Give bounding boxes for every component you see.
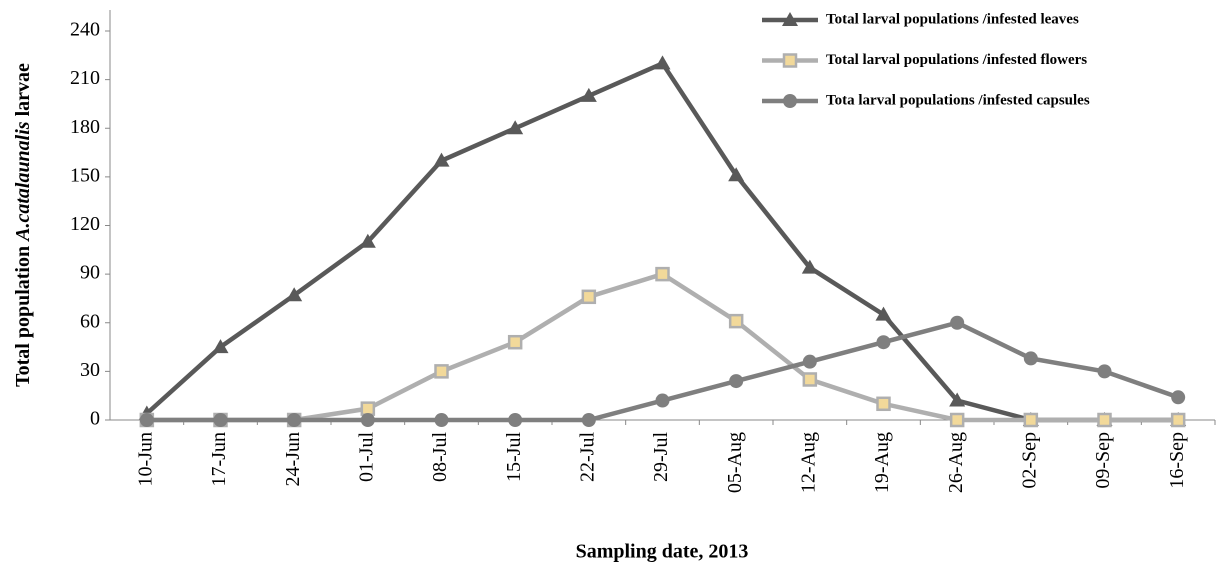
x-tick-label: 09-Sep	[1092, 432, 1114, 489]
y-tick-label: 150	[70, 164, 100, 186]
x-tick-label: 29-Jul	[650, 432, 672, 482]
marker	[213, 413, 228, 427]
marker	[507, 120, 524, 135]
marker	[875, 306, 892, 321]
series-line	[145, 60, 1179, 423]
marker	[286, 287, 303, 302]
y-tick-label: 240	[70, 19, 100, 41]
marker	[1097, 364, 1112, 379]
x-tick-label: 17-Jun	[208, 432, 230, 486]
x-tick-label: 22-Jul	[576, 432, 598, 482]
legend-label: Total larval populations /infested leave…	[826, 11, 1079, 27]
marker	[507, 334, 523, 350]
marker	[508, 413, 523, 427]
y-tick-label: 60	[80, 310, 100, 332]
marker	[139, 413, 154, 427]
x-tick-label: 16-Sep	[1166, 432, 1188, 489]
marker	[801, 259, 818, 274]
marker	[949, 412, 965, 428]
marker	[654, 55, 671, 70]
marker	[655, 266, 670, 282]
marker	[359, 233, 376, 248]
marker	[782, 12, 798, 26]
marker	[581, 289, 597, 305]
x-tick-label: 08-Jul	[429, 432, 451, 482]
y-tick-label: 180	[70, 116, 100, 138]
marker	[655, 393, 670, 408]
y-label-part: larvae	[12, 63, 34, 121]
x-tick-label: 10-Jun	[134, 432, 156, 486]
marker	[783, 94, 797, 108]
y-tick-label: 210	[70, 67, 100, 89]
marker	[729, 374, 744, 389]
y-axis-label: Total population A.catalaunalis larvae	[12, 63, 34, 387]
marker	[581, 413, 596, 427]
marker	[360, 401, 376, 416]
marker	[949, 392, 966, 407]
marker	[360, 413, 375, 427]
marker	[1023, 351, 1038, 366]
marker	[212, 339, 229, 354]
x-tick-label: 02-Sep	[1018, 432, 1040, 489]
marker	[1171, 390, 1186, 405]
marker	[802, 372, 818, 387]
x-tick-label: 12-Aug	[797, 432, 819, 493]
marker	[1023, 412, 1039, 428]
marker	[580, 87, 597, 102]
marker	[434, 364, 449, 379]
marker	[728, 313, 744, 329]
y-tick-label: 0	[90, 408, 100, 430]
marker	[782, 53, 798, 68]
y-tick-label: 90	[80, 262, 100, 284]
y-label-part: A.catalaunalis	[12, 121, 34, 243]
marker	[950, 315, 965, 330]
x-tick-label: 19-Aug	[871, 432, 893, 493]
y-label-part: Total population	[12, 241, 34, 387]
marker	[802, 354, 817, 369]
y-tick-label: 30	[80, 359, 100, 381]
x-axis-label: Sampling date, 2013	[576, 541, 749, 563]
x-tick-label: 26-Aug	[945, 432, 967, 493]
y-tick-label: 120	[70, 213, 100, 235]
legend-label: Tota larval populations /infested capsul…	[826, 92, 1090, 108]
x-tick-label: 01-Jul	[355, 432, 377, 482]
marker	[434, 413, 449, 427]
marker	[876, 396, 891, 412]
marker	[1170, 412, 1186, 428]
x-tick-label: 05-Aug	[724, 432, 746, 493]
x-tick-label: 15-Jul	[503, 432, 525, 482]
x-tick-label: 24-Jun	[282, 432, 304, 486]
marker	[728, 167, 745, 182]
legend-label: Total larval populations /infested flowe…	[826, 52, 1087, 68]
marker	[287, 413, 302, 427]
marker	[876, 335, 891, 350]
marker	[433, 152, 450, 167]
marker	[1097, 412, 1112, 428]
